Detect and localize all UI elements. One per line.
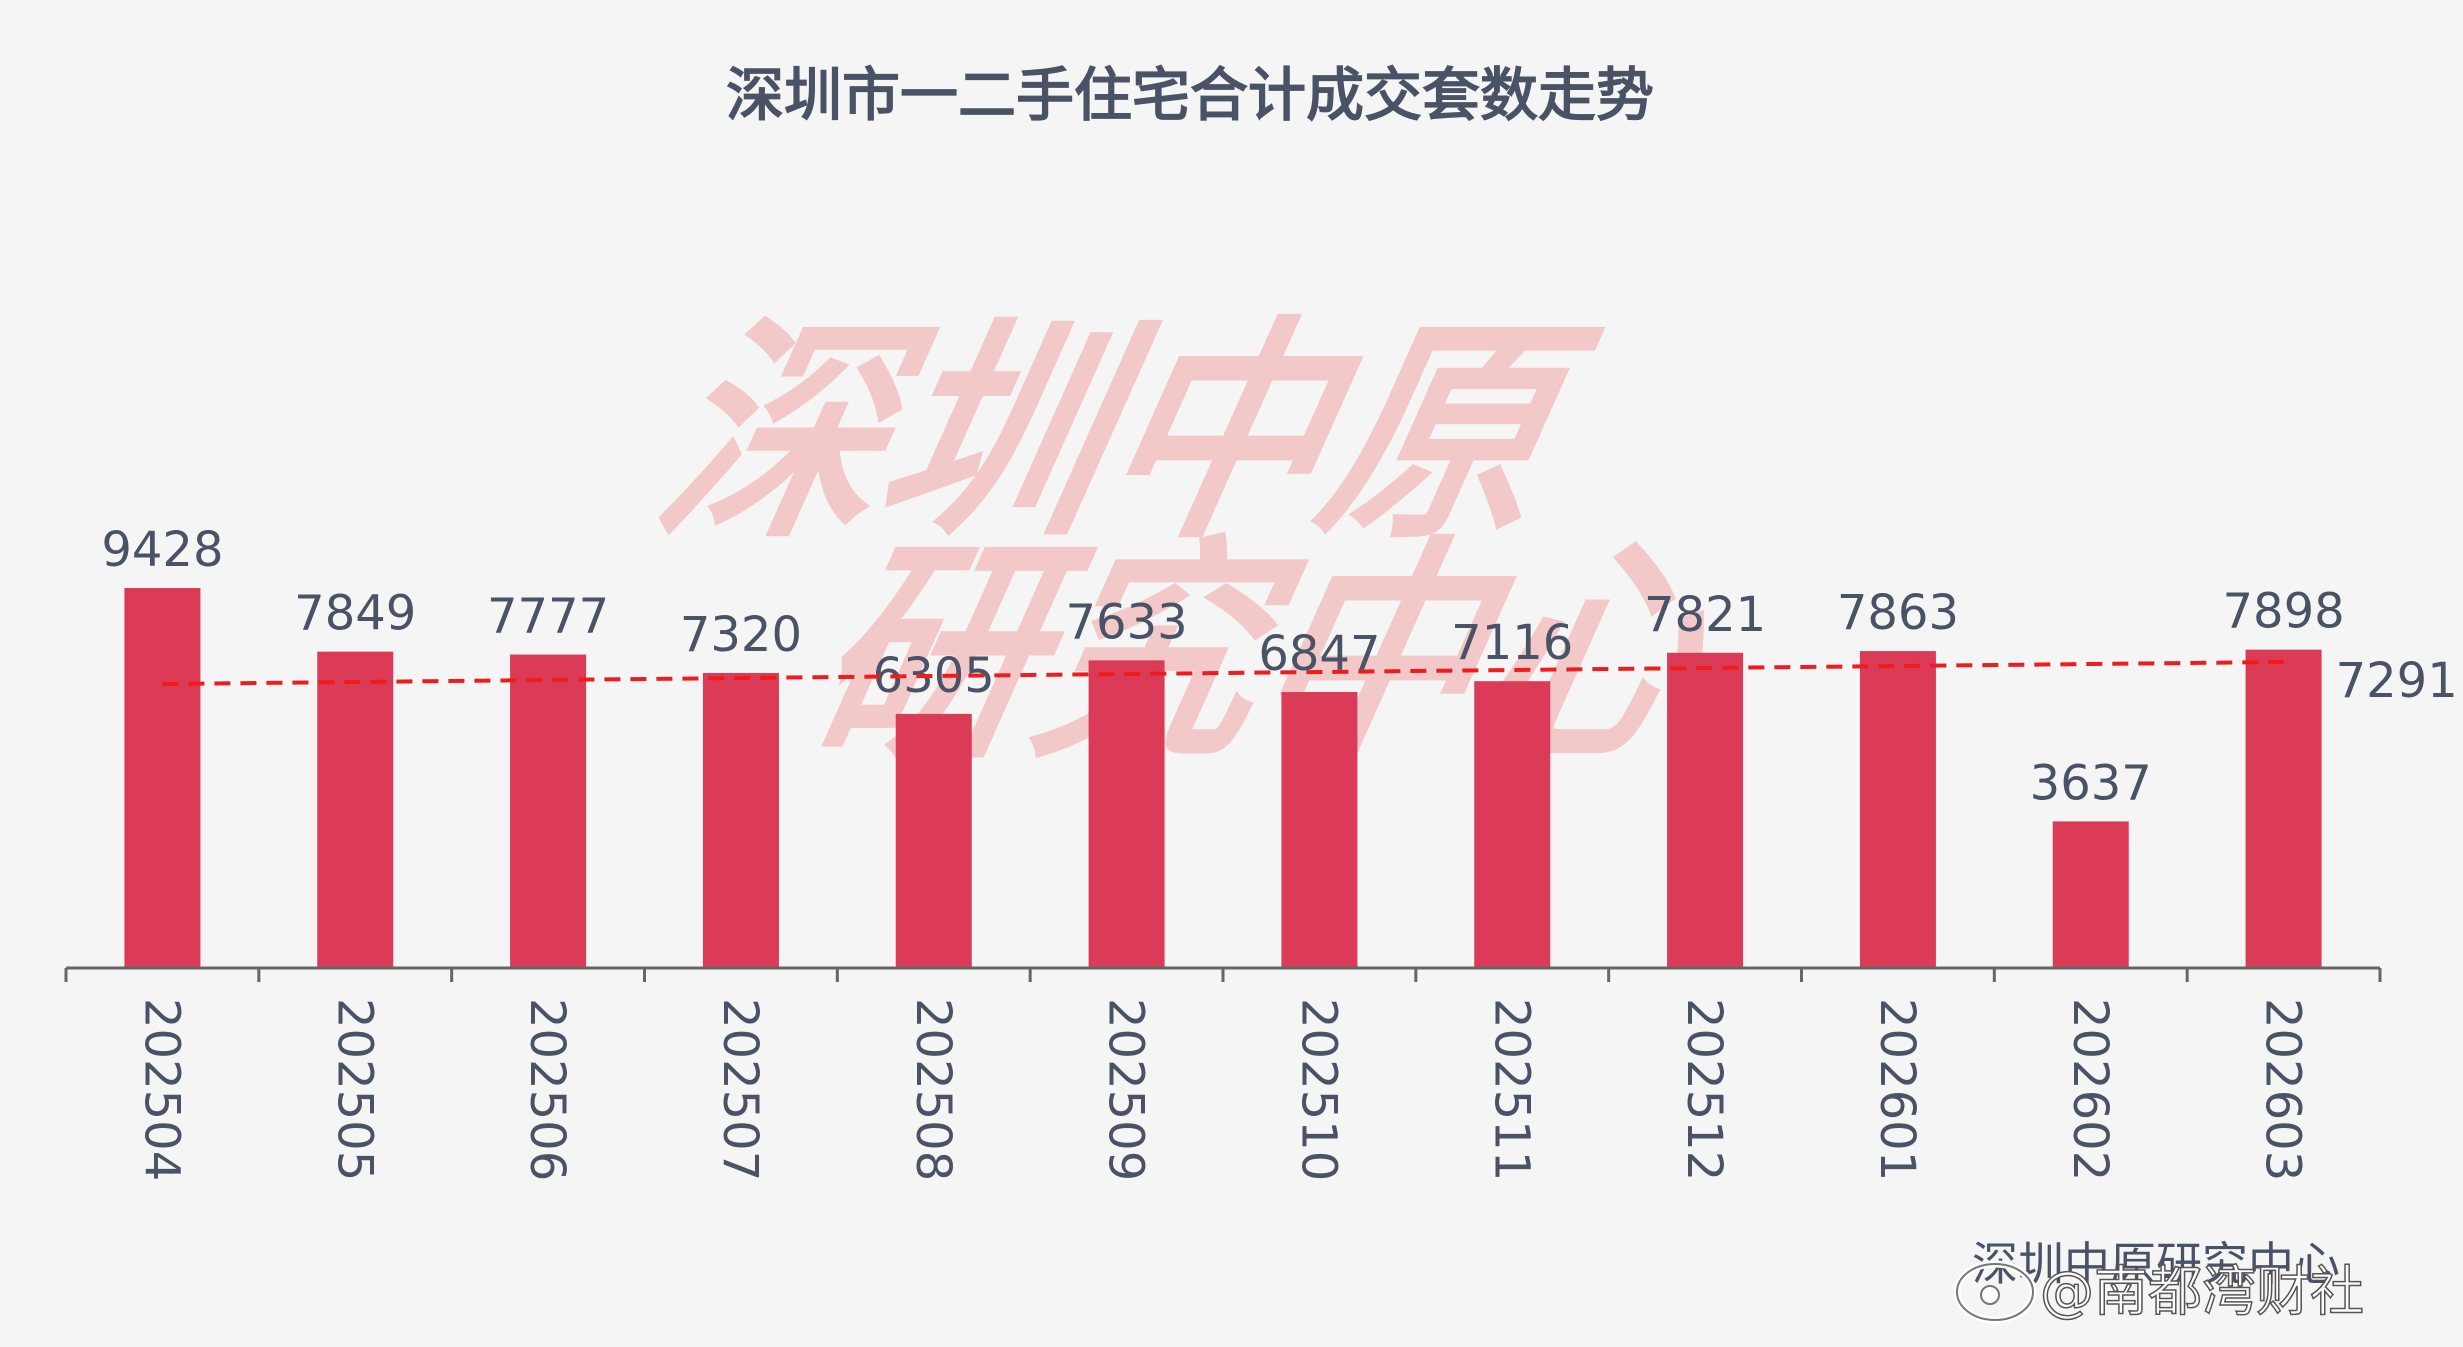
bar-202510 [1281, 692, 1358, 968]
tick-label-202512: 202512 [1676, 998, 1732, 1181]
average-line-label: 7291 [2336, 653, 2458, 709]
bar-202512 [1667, 652, 1744, 968]
x-axis [64, 966, 2382, 982]
value-label-202601: 7863 [1837, 585, 1959, 641]
tick-label-202602: 202602 [2062, 998, 2118, 1181]
tick-label-202504: 202504 [133, 998, 189, 1181]
value-label-202603: 7898 [2223, 584, 2345, 640]
bar-202506 [510, 654, 587, 968]
bars-group [124, 588, 2322, 968]
tick-label-202509: 202509 [1098, 998, 1154, 1181]
watermark-line1: 深圳中原 [639, 297, 1613, 571]
value-label-202504: 9428 [101, 522, 223, 578]
bar-202601 [1859, 651, 1936, 968]
tick-label-202510: 202510 [1290, 998, 1346, 1181]
value-label-202506: 7777 [487, 589, 609, 645]
bar-202509 [1088, 660, 1165, 968]
weibo-handle: @南都湾财社 [2040, 1260, 2364, 1323]
bar-202507 [702, 672, 779, 968]
bar-202508 [895, 713, 972, 968]
value-label-202507: 7320 [680, 607, 802, 663]
value-label-202505: 7849 [294, 586, 416, 642]
average-line [162, 660, 2284, 686]
bar-202505 [317, 651, 394, 968]
value-label-202509: 7633 [1066, 594, 1188, 650]
weibo-icon [1953, 1260, 2037, 1324]
bar-202511 [1474, 681, 1551, 968]
bar-202602 [2052, 821, 2129, 968]
tick-label-202507: 202507 [712, 998, 768, 1181]
tick-label-202603: 202603 [2255, 998, 2311, 1181]
value-label-202512: 7821 [1644, 587, 1766, 643]
tick-label-202601: 202601 [1869, 998, 1925, 1181]
weibo-mark: @南都湾财社 [1953, 1259, 2365, 1324]
tick-label-202508: 202508 [905, 998, 961, 1181]
bar-202603 [2245, 649, 2322, 968]
tick-label-202505: 202505 [326, 998, 382, 1181]
value-label-202602: 3637 [2030, 755, 2152, 811]
x-tick-labels-group: 202504 202505 202506 202507 202508 202509 2025… [133, 998, 2310, 1181]
chart-title: 深圳市一二手住宅合计成交套数走势 [726, 61, 1654, 129]
tick-label-202506: 202506 [519, 998, 575, 1181]
bar-202504 [124, 588, 201, 968]
average-line-group: 7291 [162, 653, 2458, 709]
value-label-202511: 7116 [1451, 615, 1573, 671]
tick-label-202511: 202511 [1483, 998, 1539, 1181]
watermark: 深圳中原 研究中心 [639, 297, 1735, 791]
